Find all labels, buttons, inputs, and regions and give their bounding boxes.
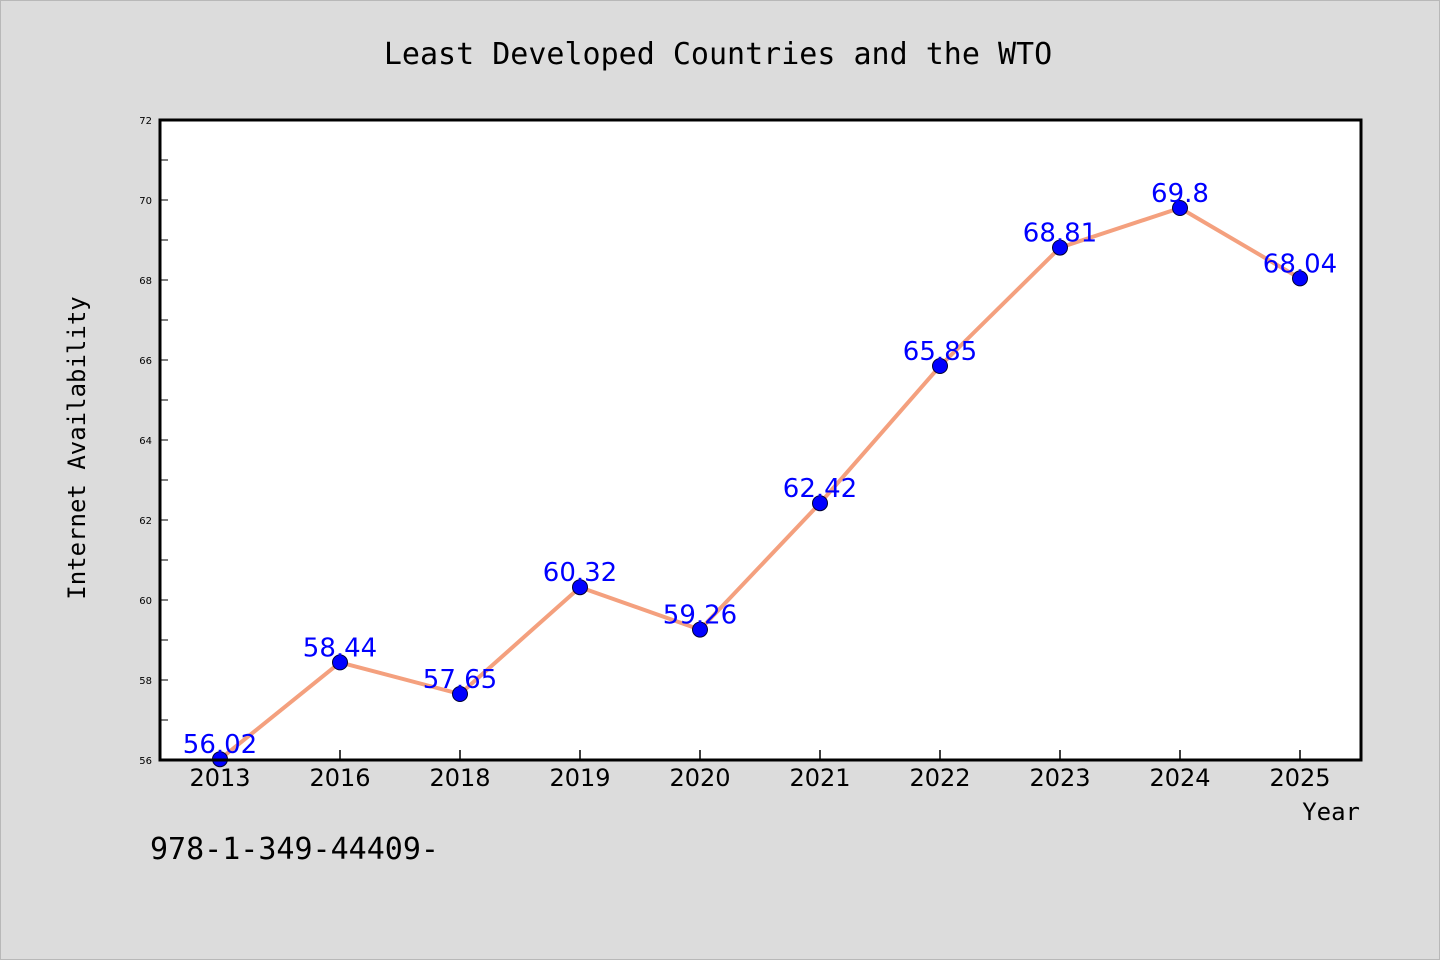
x-tick-label: 2023: [1029, 764, 1090, 792]
data-point: [692, 621, 708, 638]
y-tick-label: 68: [139, 276, 152, 287]
chart-title: Least Developed Countries and the WTO: [384, 37, 1052, 72]
x-tick-label: 2013: [189, 764, 250, 792]
y-tick-label: 56: [139, 756, 152, 767]
data-point: [812, 495, 828, 512]
x-tick-label: 2019: [549, 764, 610, 792]
data-label: 69.8: [1151, 179, 1209, 209]
data-label: 59.26: [663, 601, 737, 631]
x-tick-label: 2020: [669, 764, 730, 792]
y-tick-label: 72: [139, 116, 152, 127]
y-tick-label: 62: [139, 516, 152, 527]
data-point: [932, 358, 948, 374]
plot-area: [160, 120, 1361, 760]
x-tick-label: 2025: [1269, 764, 1330, 792]
data-point: [572, 579, 588, 596]
series-line: [218, 206, 1302, 762]
data-point: [1292, 270, 1308, 287]
y-tick-label: 70: [139, 196, 152, 207]
series-line-group: [218, 206, 1302, 762]
data-label: 60.32: [543, 558, 617, 588]
x-axis-label: Year: [1302, 798, 1360, 826]
data-point: [1052, 239, 1068, 256]
data-labels: 56.02 58.44 57.65 60.32 59.26 62.42 65.85 68.81…: [183, 179, 1337, 760]
x-tick-label: 2022: [909, 764, 970, 792]
y-axis-label: Internet Availability: [63, 296, 91, 599]
data-label: 57.65: [423, 665, 497, 695]
data-points: [212, 200, 1308, 768]
y-tick-label: 60: [139, 596, 152, 607]
x-axis: 2013 2016 2018 2019 2020 2021 2022 2023 2024 2025: [189, 750, 1331, 792]
data-point: [1172, 200, 1188, 216]
data-point: [332, 654, 348, 671]
data-label: 58.44: [303, 633, 377, 663]
x-tick-label: 2018: [429, 764, 490, 792]
data-label: 68.81: [1023, 219, 1097, 249]
data-label: 62.42: [783, 474, 857, 504]
data-point: [452, 686, 468, 702]
x-tick-label: 2016: [309, 764, 370, 792]
data-label: 65.85: [903, 337, 977, 367]
data-label: 68.04: [1263, 249, 1337, 279]
x-tick-label: 2021: [789, 764, 850, 792]
plot-border: [158, 118, 1363, 762]
x-tick-label: 2024: [1149, 764, 1210, 792]
data-label: 56.02: [183, 730, 257, 760]
y-tick-label: 58: [139, 676, 152, 687]
y-tick-label: 64: [139, 436, 152, 447]
footnote-text: 978-1-349-44409-: [150, 832, 439, 867]
y-tick-label: 66: [139, 356, 152, 367]
